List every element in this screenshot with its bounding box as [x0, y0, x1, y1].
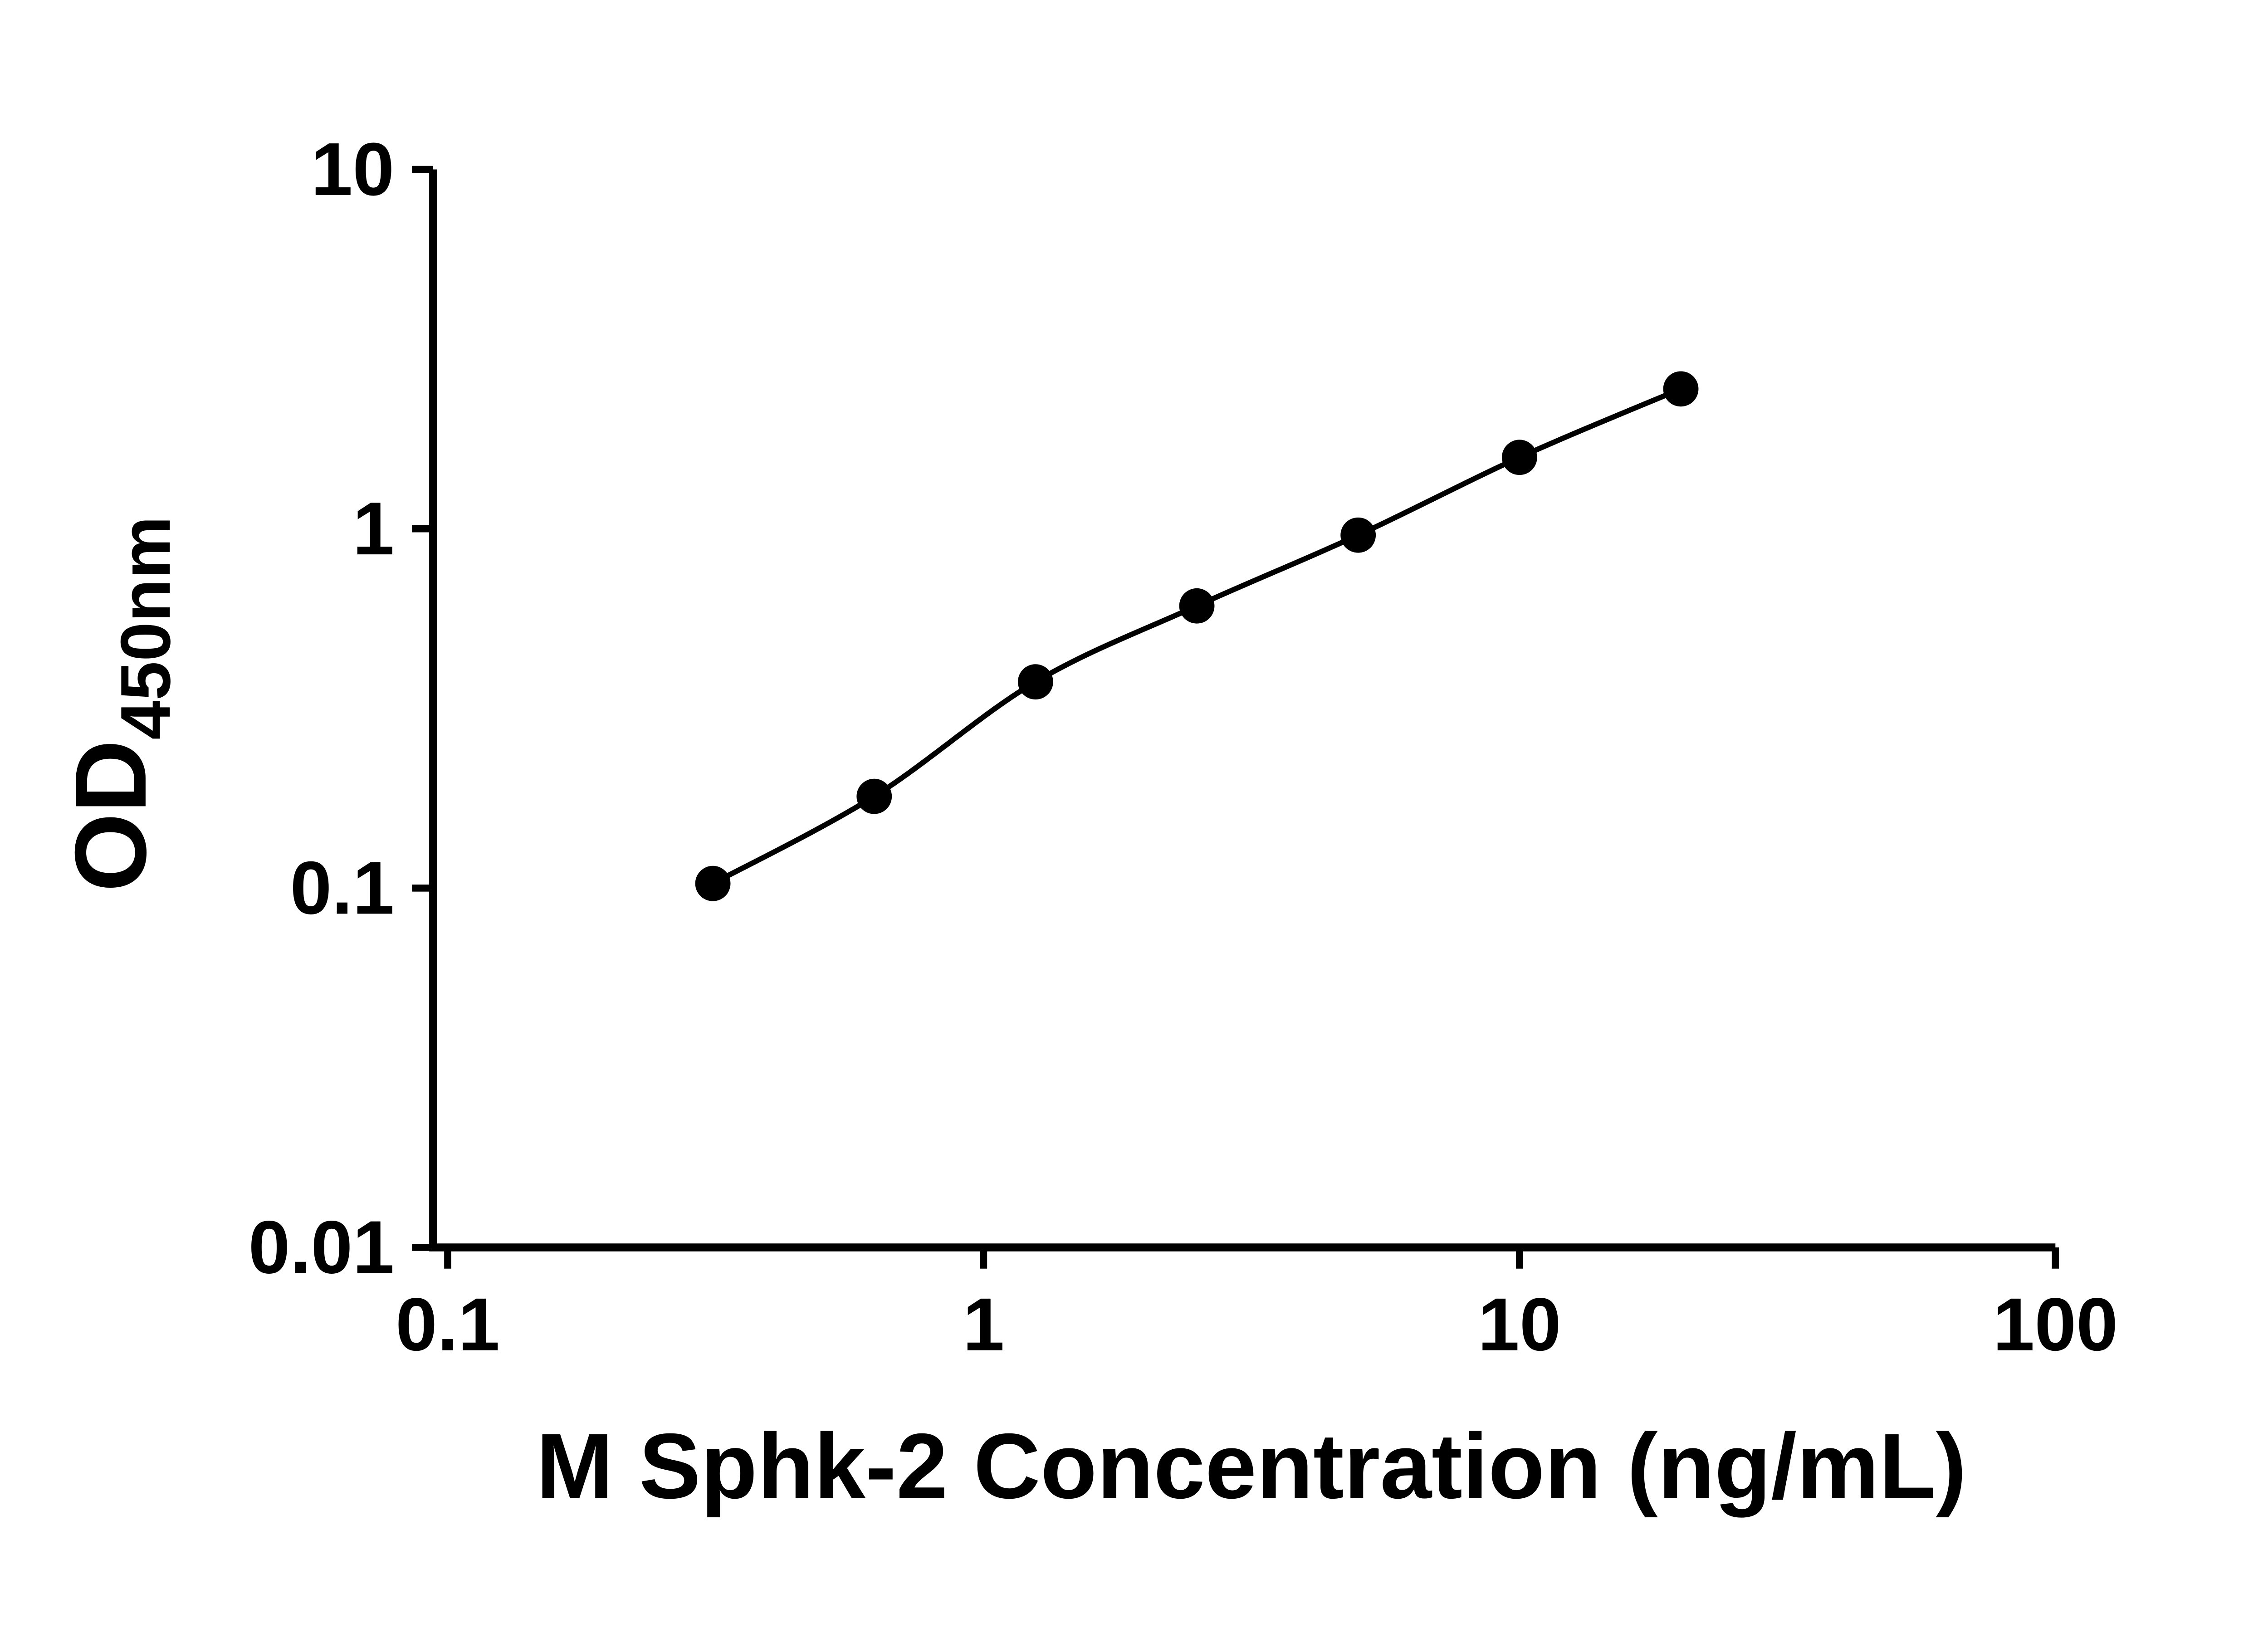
y-axis-title-subscript: 450nm: [106, 516, 185, 740]
y-tick-label: 0.1: [290, 846, 395, 930]
x-tick-label: 0.1: [396, 1283, 500, 1367]
x-tick-label: 100: [1993, 1283, 2118, 1367]
data-point-marker: [856, 778, 892, 814]
y-axis-title-main: OD: [54, 740, 167, 892]
data-point-marker: [1017, 664, 1053, 700]
y-tick-label: 10: [311, 127, 394, 211]
y-tick-label: 0.01: [249, 1205, 395, 1289]
data-point-marker: [695, 865, 731, 901]
y-tick-label: 1: [352, 487, 394, 571]
data-point-marker: [1340, 517, 1376, 553]
x-axis-title: M Sphk-2 Concentration (ng/mL): [536, 1414, 1966, 1518]
data-point-marker: [1179, 588, 1215, 624]
x-tick-label: 1: [963, 1283, 1004, 1367]
x-tick-label: 10: [1478, 1283, 1561, 1367]
y-axis-title: OD450nm: [54, 516, 185, 892]
axes-frame: [429, 169, 2056, 1252]
data-point-marker: [1501, 440, 1537, 475]
data-point-marker: [1663, 371, 1699, 407]
